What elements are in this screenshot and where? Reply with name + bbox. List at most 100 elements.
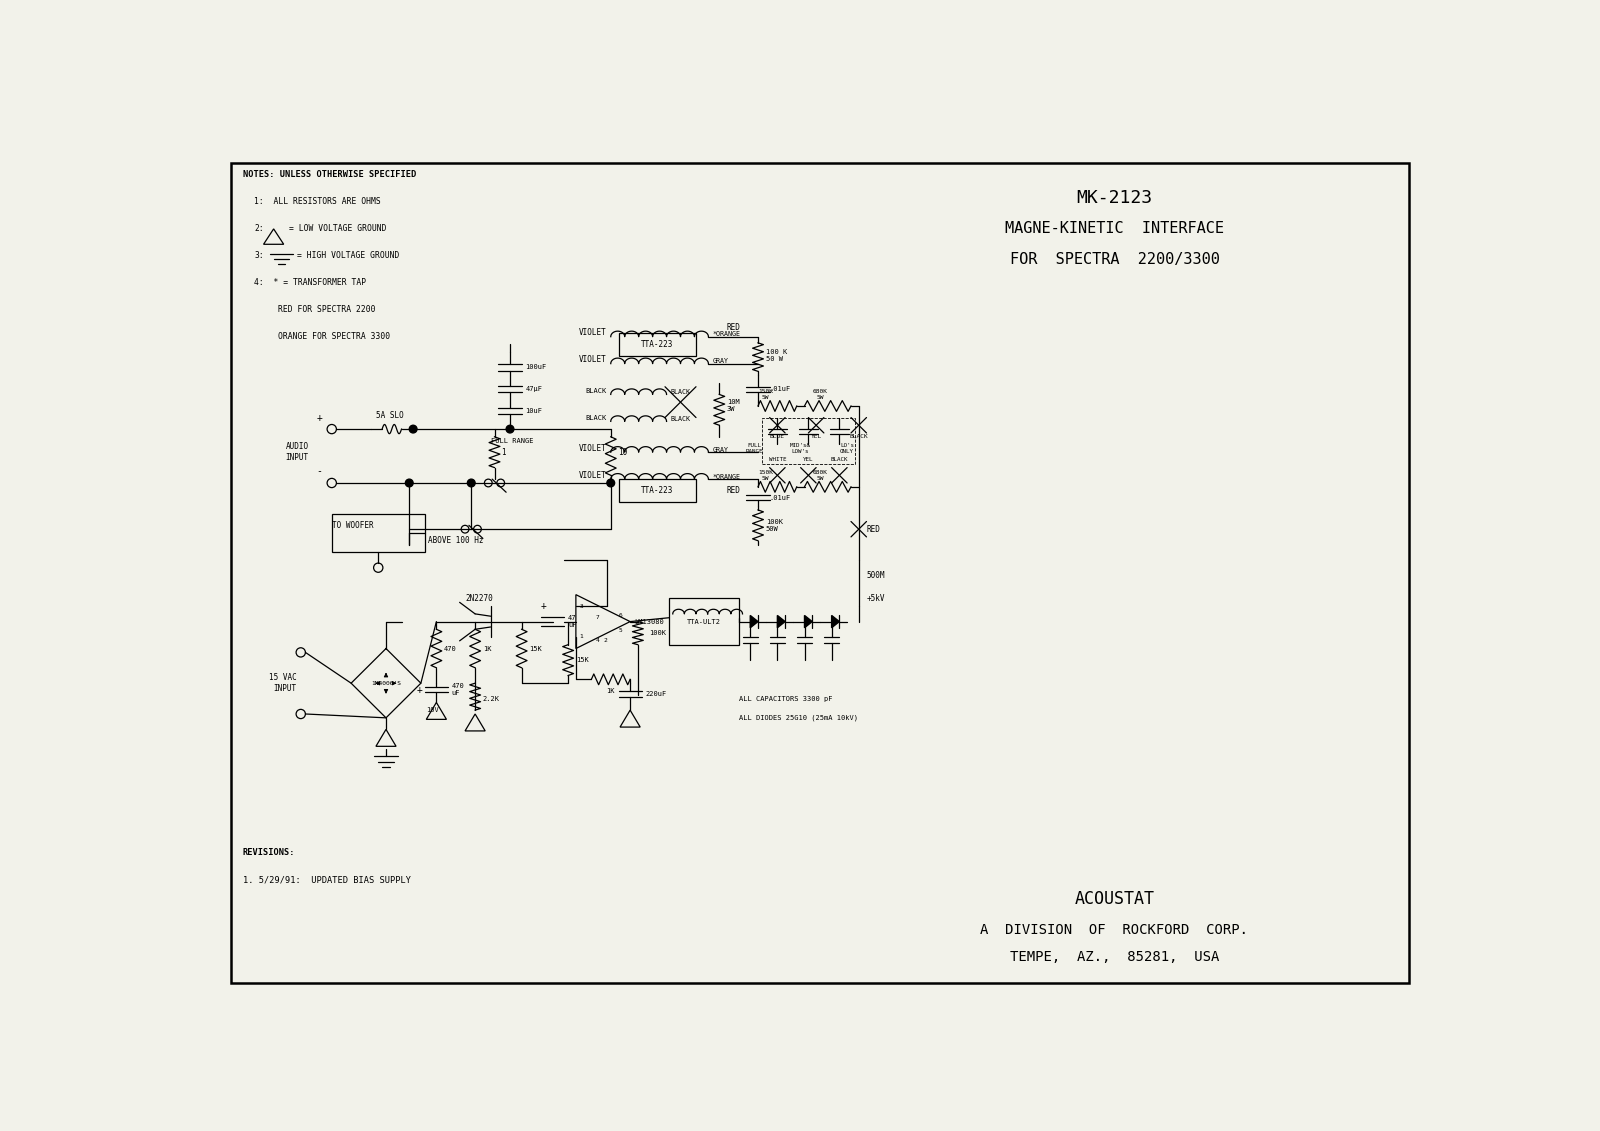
Text: ACOUSTAT: ACOUSTAT: [1075, 890, 1155, 908]
Text: 150K
5W: 150K 5W: [758, 389, 773, 400]
Text: 1:  ALL RESISTORS ARE OHMS: 1: ALL RESISTORS ARE OHMS: [254, 198, 381, 207]
Bar: [619, 480, 696, 502]
Text: 220uF: 220uF: [646, 691, 667, 697]
Text: 3:: 3:: [254, 251, 264, 260]
Circle shape: [506, 425, 514, 433]
Text: TTA-ULT2: TTA-ULT2: [686, 619, 720, 624]
Text: 15K: 15K: [576, 657, 589, 663]
Text: 5: 5: [619, 629, 622, 633]
Text: 6: 6: [619, 613, 622, 618]
Text: 100uF: 100uF: [525, 364, 547, 371]
Text: 100 K
50 W: 100 K 50 W: [766, 349, 787, 362]
Text: = LOW VOLTAGE GROUND: = LOW VOLTAGE GROUND: [290, 224, 387, 233]
Text: ALL CAPACITORS 3300 pF: ALL CAPACITORS 3300 pF: [739, 696, 832, 701]
Text: 680K
5W: 680K 5W: [813, 389, 827, 400]
Text: ORANGE FOR SPECTRA 3300: ORANGE FOR SPECTRA 3300: [277, 333, 390, 342]
Text: AUDIO
INPUT: AUDIO INPUT: [285, 442, 309, 461]
Text: 10uF: 10uF: [525, 407, 542, 414]
Text: LO's
ONLY: LO's ONLY: [840, 443, 854, 454]
Text: TTA-223: TTA-223: [642, 486, 674, 495]
Text: WHITE: WHITE: [768, 457, 786, 463]
Text: 4:  * = TRANSFORMER TAP: 4: * = TRANSFORMER TAP: [254, 278, 366, 287]
Text: 15 VAC
INPUT: 15 VAC INPUT: [269, 673, 298, 693]
Text: -: -: [317, 466, 322, 476]
Text: FULL
RANGE: FULL RANGE: [746, 443, 763, 454]
Text: .01uF: .01uF: [770, 386, 790, 392]
Text: YEL: YEL: [811, 434, 822, 439]
Bar: [762, 417, 854, 464]
Text: +: +: [418, 684, 422, 694]
Text: 2.2K: 2.2K: [483, 696, 499, 701]
Text: VIOLET: VIOLET: [579, 328, 606, 337]
Polygon shape: [805, 615, 813, 628]
Text: *ORANGE: *ORANGE: [712, 331, 741, 337]
Text: VIOLET: VIOLET: [579, 443, 606, 452]
Text: 10V: 10V: [426, 707, 438, 714]
Text: RED FOR SPECTRA 2200: RED FOR SPECTRA 2200: [277, 305, 374, 314]
Text: 100K: 100K: [650, 630, 667, 636]
Circle shape: [405, 480, 413, 486]
Text: 2N2270: 2N2270: [466, 594, 493, 603]
Circle shape: [606, 480, 614, 486]
Text: 1K: 1K: [483, 646, 491, 651]
Text: VIOLET: VIOLET: [579, 470, 606, 480]
Text: 1K: 1K: [606, 688, 614, 694]
Text: GRAY: GRAY: [712, 447, 728, 452]
Text: LM13080: LM13080: [634, 619, 664, 624]
Text: BLACK: BLACK: [670, 416, 691, 422]
Bar: [331, 513, 424, 552]
Text: YEL: YEL: [803, 457, 814, 463]
Text: ALL DIODES 25G10 (25mA 10kV): ALL DIODES 25G10 (25mA 10kV): [739, 715, 858, 722]
Text: 4: 4: [595, 638, 598, 644]
Text: 15K: 15K: [530, 646, 542, 651]
Text: 10M
3W: 10M 3W: [726, 399, 739, 413]
Text: 7: 7: [595, 615, 598, 620]
Text: +5kV: +5kV: [867, 594, 885, 603]
Text: RED: RED: [726, 323, 741, 333]
Text: = HIGH VOLTAGE GROUND: = HIGH VOLTAGE GROUND: [298, 251, 400, 260]
Text: NOTES: UNLESS OTHERWISE SPECIFIED: NOTES: UNLESS OTHERWISE SPECIFIED: [243, 171, 416, 180]
Text: 1: 1: [501, 448, 506, 457]
Text: VIOLET: VIOLET: [579, 355, 606, 364]
Text: 2: 2: [603, 638, 606, 644]
Text: BLUE: BLUE: [770, 434, 786, 439]
Text: *ORANGE: *ORANGE: [712, 474, 741, 480]
Text: FOR  SPECTRA  2200/3300: FOR SPECTRA 2200/3300: [1010, 252, 1219, 267]
Polygon shape: [832, 615, 840, 628]
Polygon shape: [750, 615, 758, 628]
Circle shape: [410, 425, 418, 433]
Text: BLACK: BLACK: [586, 388, 606, 394]
Text: MID's&
LOW's: MID's& LOW's: [790, 443, 811, 454]
Text: RED: RED: [726, 486, 741, 495]
Text: REVISIONS:: REVISIONS:: [243, 848, 294, 857]
Text: TTA-223: TTA-223: [642, 340, 674, 348]
Text: 470
uF: 470 uF: [451, 683, 464, 697]
Bar: [619, 333, 696, 356]
Text: MK-2123: MK-2123: [1077, 189, 1152, 207]
Text: 2:: 2:: [254, 224, 264, 233]
Text: RED: RED: [867, 525, 880, 534]
Text: 47μF: 47μF: [525, 386, 542, 392]
Text: FULL RANGE: FULL RANGE: [491, 438, 533, 443]
Circle shape: [467, 480, 475, 486]
Bar: [669, 598, 739, 645]
Text: 1: 1: [579, 634, 584, 639]
Text: 100K
50W: 100K 50W: [766, 519, 782, 532]
Text: BLACK: BLACK: [850, 434, 869, 439]
Text: BLACK: BLACK: [670, 389, 691, 395]
Text: 5A SLO: 5A SLO: [376, 411, 403, 420]
Text: BLACK: BLACK: [586, 415, 606, 421]
Text: 500M: 500M: [867, 571, 885, 580]
Text: 1. 5/29/91:  UPDATED BIAS SUPPLY: 1. 5/29/91: UPDATED BIAS SUPPLY: [243, 875, 411, 884]
Text: ABOVE 100 Hz: ABOVE 100 Hz: [429, 536, 483, 545]
Text: .01uF: .01uF: [770, 494, 790, 501]
Text: 680K
5W: 680K 5W: [813, 469, 827, 481]
Text: 470: 470: [445, 646, 458, 651]
Text: 150K
5W: 150K 5W: [758, 469, 773, 481]
Text: +: +: [541, 602, 547, 611]
Text: TEMPE,  AZ.,  85281,  USA: TEMPE, AZ., 85281, USA: [1010, 950, 1219, 964]
Polygon shape: [778, 615, 786, 628]
Text: 1N4006'S: 1N4006'S: [371, 681, 402, 685]
Text: 47
uF: 47 uF: [568, 615, 576, 628]
Text: BLACK: BLACK: [830, 457, 848, 463]
